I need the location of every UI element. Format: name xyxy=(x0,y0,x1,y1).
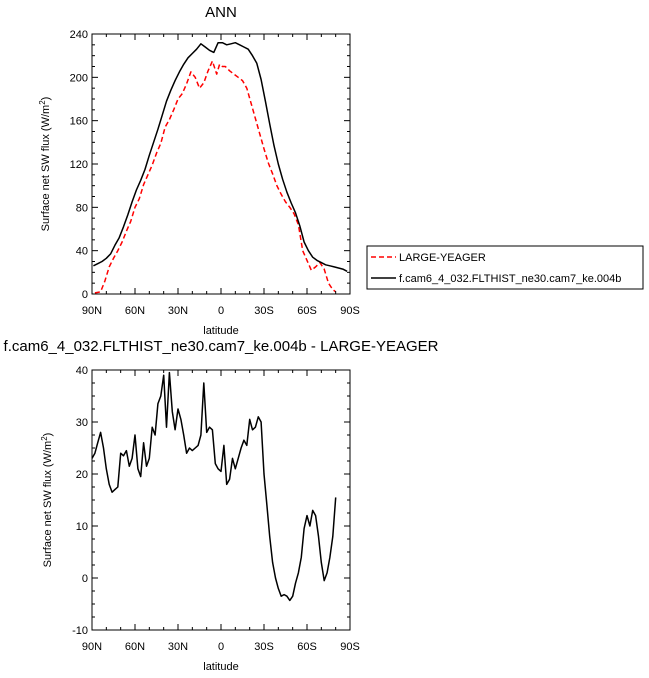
top-series-line-0 xyxy=(94,60,337,294)
top-y-tick-label: 0 xyxy=(82,289,88,301)
legend-label-cam: f.cam6_4_032.FLTHIST_ne30.cam7_ke.004b xyxy=(399,273,621,285)
bottom-x-tick-label: 60N xyxy=(125,641,145,653)
bottom-x-tick-label: 0 xyxy=(218,641,224,653)
legend-label-large-yeager: LARGE-YEAGER xyxy=(399,252,486,264)
top-y-tick-label: 40 xyxy=(76,246,88,258)
top-y-tick-label: 160 xyxy=(70,116,88,128)
bottom-series-line-0 xyxy=(91,371,337,602)
legend: LARGE-YEAGER f.cam6_4_032.FLTHIST_ne30.c… xyxy=(366,245,644,290)
bottom-x-tick-label: 90N xyxy=(82,641,102,653)
top-x-axis-label: latitude xyxy=(203,325,238,337)
bottom-panel-title: f.cam6_4_032.FLTHIST_ne30.cam7_ke.004b -… xyxy=(4,338,439,355)
bottom-y-ticks: -10 0 10 20 30 40 xyxy=(72,365,350,637)
top-y-ticks: 0 40 80 120 160 200 240 xyxy=(70,29,350,301)
top-x-tick-label: 90S xyxy=(340,305,360,317)
bottom-y-tick-label: -10 xyxy=(72,625,88,637)
top-panel-title: ANN xyxy=(205,4,237,21)
bottom-series-group xyxy=(91,371,337,602)
top-x-tick-label: 30N xyxy=(168,305,188,317)
top-y-tick-label: 120 xyxy=(70,159,88,171)
legend-box xyxy=(366,245,644,290)
bottom-y-tick-label: 30 xyxy=(76,417,88,429)
top-x-tick-label: 90N xyxy=(82,305,102,317)
bottom-x-tick-label: 30S xyxy=(254,641,274,653)
top-y-axis-label-base: Surface net SW flux (W/m xyxy=(40,105,52,232)
bottom-x-ticks: 90N 60N 30N 0 30S 60S 90S xyxy=(82,370,360,653)
bottom-x-tick-label: 90S xyxy=(340,641,360,653)
bottom-panel: f.cam6_4_032.FLTHIST_ne30.cam7_ke.004b -… xyxy=(4,338,439,673)
top-y-axis-label-tail: ) xyxy=(40,97,52,101)
bottom-x-tick-label: 60S xyxy=(297,641,317,653)
top-x-tick-label: 30S xyxy=(254,305,274,317)
bottom-x-axis-label: latitude xyxy=(203,661,238,673)
bottom-y-tick-label: 20 xyxy=(76,469,88,481)
bottom-y-axis-label-tail: ) xyxy=(42,433,54,437)
top-x-ticks: 90N 60N 30N 0 30S 60S 90S xyxy=(82,34,360,317)
top-series-group xyxy=(93,41,348,294)
top-y-tick-label: 80 xyxy=(76,202,88,214)
bottom-x-tick-label: 30N xyxy=(168,641,188,653)
top-y-axis-label: Surface net SW flux (W/m2) xyxy=(38,97,53,232)
bottom-y-tick-label: 40 xyxy=(76,365,88,377)
top-panel: ANN 90N 60N 30N 0 30S 60S 90S 0 40 80 120 160 200 24… xyxy=(38,4,360,337)
bottom-y-tick-label: 10 xyxy=(76,521,88,533)
top-x-tick-label: 60N xyxy=(125,305,145,317)
top-series-line-1 xyxy=(93,41,348,272)
bottom-plot-frame xyxy=(91,369,351,631)
bottom-y-axis-label: Surface net SW flux (W/m2) xyxy=(40,433,55,568)
top-x-tick-label: 60S xyxy=(297,305,317,317)
top-y-axis-label-sup: 2 xyxy=(38,100,47,105)
bottom-y-tick-label: 0 xyxy=(82,573,88,585)
top-y-tick-label: 240 xyxy=(70,29,88,41)
bottom-y-axis-label-sup: 2 xyxy=(40,436,49,441)
top-y-tick-label: 200 xyxy=(70,72,88,84)
top-x-tick-label: 0 xyxy=(218,305,224,317)
bottom-y-axis-label-base: Surface net SW flux (W/m xyxy=(42,441,54,568)
